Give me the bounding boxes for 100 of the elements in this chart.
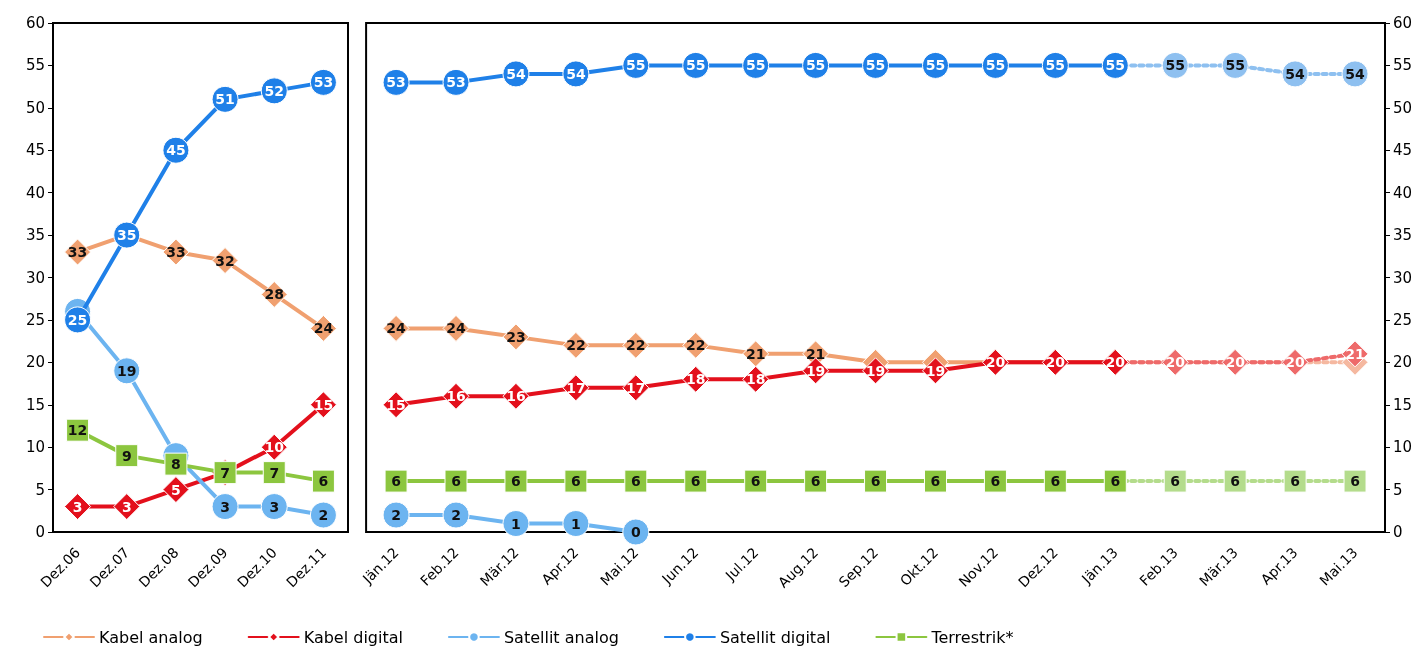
data-label: 8 — [171, 456, 181, 473]
data-label: 2 — [318, 507, 329, 524]
data-label: 52 — [264, 82, 284, 99]
y-tick-label: 25 — [1393, 310, 1413, 329]
data-label: 55 — [1045, 57, 1066, 74]
data-label: 21 — [805, 345, 826, 362]
data-label: 24 — [313, 320, 334, 337]
data-label: 19 — [805, 362, 826, 379]
data-label: 20 — [1165, 354, 1186, 371]
data-label: 25 — [67, 311, 88, 328]
data-label: 32 — [215, 252, 235, 269]
y-tick-label: 10 — [1393, 438, 1413, 457]
data-label: 7 — [220, 464, 230, 481]
data-label: 6 — [318, 473, 329, 490]
data-label: 55 — [865, 57, 886, 74]
y-tick-label: 30 — [1393, 268, 1413, 287]
data-label: 55 — [626, 57, 646, 74]
data-label: 23 — [506, 328, 526, 345]
data-label: 6 — [990, 473, 1001, 490]
data-label: 24 — [446, 320, 467, 337]
data-label: 53 — [446, 74, 466, 91]
y-tick-label: 30 — [25, 268, 45, 287]
y-tick-label: 25 — [25, 310, 45, 329]
data-label: 15 — [386, 396, 406, 413]
data-label: 2 — [391, 507, 401, 524]
data-label: 35 — [117, 227, 137, 244]
data-label: 33 — [166, 244, 186, 261]
data-label: 28 — [264, 286, 284, 303]
data-label: 54 — [566, 65, 586, 82]
data-label: 3 — [220, 498, 230, 515]
data-label: 19 — [117, 362, 137, 379]
data-label: 6 — [451, 473, 461, 490]
data-label: 6 — [391, 473, 401, 490]
y-tick-label: 45 — [1393, 141, 1413, 160]
legend-label: Kabel analog — [99, 627, 203, 647]
y-tick-label: 60 — [25, 14, 45, 32]
data-label: 6 — [750, 473, 761, 490]
y-tick-label: 0 — [35, 523, 45, 541]
y-tick-label: 0 — [1393, 523, 1403, 541]
data-label: 54 — [1285, 65, 1306, 82]
legend-label: Kabel digital — [303, 627, 403, 647]
data-label: 20 — [1105, 354, 1126, 371]
y-tick-label: 35 — [1393, 226, 1413, 245]
data-label: 12 — [67, 422, 88, 439]
data-label: 55 — [686, 57, 706, 74]
data-label: 16 — [446, 388, 466, 405]
y-tick-label: 60 — [1393, 14, 1413, 32]
data-label: 55 — [985, 57, 1006, 74]
data-label: 16 — [506, 388, 526, 405]
data-label: 1 — [511, 515, 521, 532]
y-tick-label: 50 — [1393, 98, 1413, 117]
data-label: 6 — [1290, 473, 1300, 490]
data-label: 19 — [865, 362, 886, 379]
y-tick-label: 40 — [25, 183, 45, 202]
legend-label: Satellit analog — [503, 627, 619, 647]
data-label: 55 — [805, 57, 826, 74]
data-label: 6 — [1050, 473, 1061, 490]
y-tick-label: 50 — [25, 98, 45, 117]
data-label: 21 — [745, 345, 766, 362]
data-label: 3 — [72, 498, 83, 515]
data-label: 22 — [566, 337, 586, 354]
data-label: 54 — [1345, 65, 1366, 82]
y-tick-label: 20 — [1393, 353, 1413, 372]
data-label: 20 — [1045, 354, 1066, 371]
data-label: 51 — [215, 91, 235, 108]
data-label: 33 — [67, 244, 88, 261]
data-label: 6 — [870, 473, 881, 490]
data-label: 15 — [313, 396, 334, 413]
data-label: 20 — [985, 354, 1006, 371]
data-label: 53 — [313, 74, 334, 91]
legend-label: Terrestrik* — [930, 627, 1014, 647]
data-label: 55 — [925, 57, 946, 74]
y-tick-label: 15 — [1393, 395, 1413, 414]
data-label: 20 — [1225, 354, 1246, 371]
data-label: 6 — [571, 473, 581, 490]
y-tick-label: 15 — [25, 395, 45, 414]
y-tick-label: 45 — [25, 141, 45, 160]
data-label: 18 — [745, 371, 766, 388]
data-label: 17 — [626, 379, 646, 396]
data-label: 3 — [121, 498, 132, 515]
data-label: 6 — [630, 473, 641, 490]
data-label: 24 — [386, 320, 407, 337]
legend-label: Satellit digital — [719, 627, 831, 647]
data-label: 17 — [566, 379, 586, 396]
y-tick-label: 5 — [35, 480, 45, 499]
data-label: 55 — [1225, 57, 1245, 74]
data-label: 20 — [1285, 354, 1306, 371]
y-tick-label: 35 — [25, 226, 45, 245]
data-label: 3 — [269, 498, 280, 515]
data-label: 6 — [1170, 473, 1181, 490]
y-tick-label: 55 — [25, 56, 45, 75]
data-label: 22 — [626, 337, 646, 354]
data-label: 6 — [511, 473, 521, 490]
data-label: 2 — [451, 507, 461, 524]
data-label: 0 — [630, 524, 641, 540]
data-label: 6 — [930, 473, 941, 490]
data-label: 7 — [269, 464, 280, 481]
data-label: 6 — [810, 473, 821, 490]
data-label: 55 — [745, 57, 766, 74]
data-label: 19 — [925, 362, 946, 379]
